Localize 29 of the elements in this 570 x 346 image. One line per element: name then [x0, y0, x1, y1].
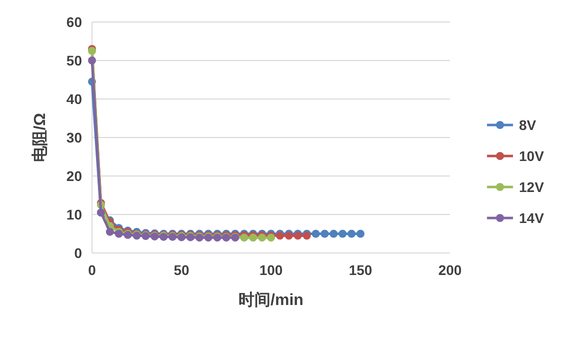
y-tick-label: 40	[66, 90, 82, 107]
point	[312, 230, 320, 238]
y-tick-label: 50	[66, 52, 82, 68]
y-tick-label: 10	[66, 206, 82, 222]
point	[356, 230, 364, 238]
x-tick-label: 50	[174, 262, 190, 278]
legend-label: 8V	[519, 116, 537, 133]
point	[348, 230, 356, 238]
y-tick-label: 30	[66, 129, 82, 146]
x-tick-label: 150	[348, 262, 372, 278]
x-tick-label: 200	[438, 262, 462, 278]
y-tick-label: 20	[66, 168, 82, 184]
legend-label: 14V	[519, 210, 545, 226]
point	[106, 228, 114, 236]
legend-label: 10V	[519, 148, 545, 164]
point	[330, 230, 338, 238]
x-axis-title: 时间/min	[238, 291, 304, 309]
point	[249, 234, 258, 242]
y-tick-label: 60	[66, 14, 82, 30]
x-tick-label: 0	[88, 262, 96, 278]
legend-label: 12V	[519, 178, 545, 195]
y-tick-label: 0	[74, 244, 82, 261]
point	[88, 56, 96, 64]
point	[320, 230, 329, 238]
point	[240, 234, 248, 242]
point	[338, 230, 347, 238]
y-axis-title: 电阻/Ω	[31, 112, 49, 162]
point	[258, 234, 266, 242]
x-tick-label: 100	[259, 262, 283, 278]
